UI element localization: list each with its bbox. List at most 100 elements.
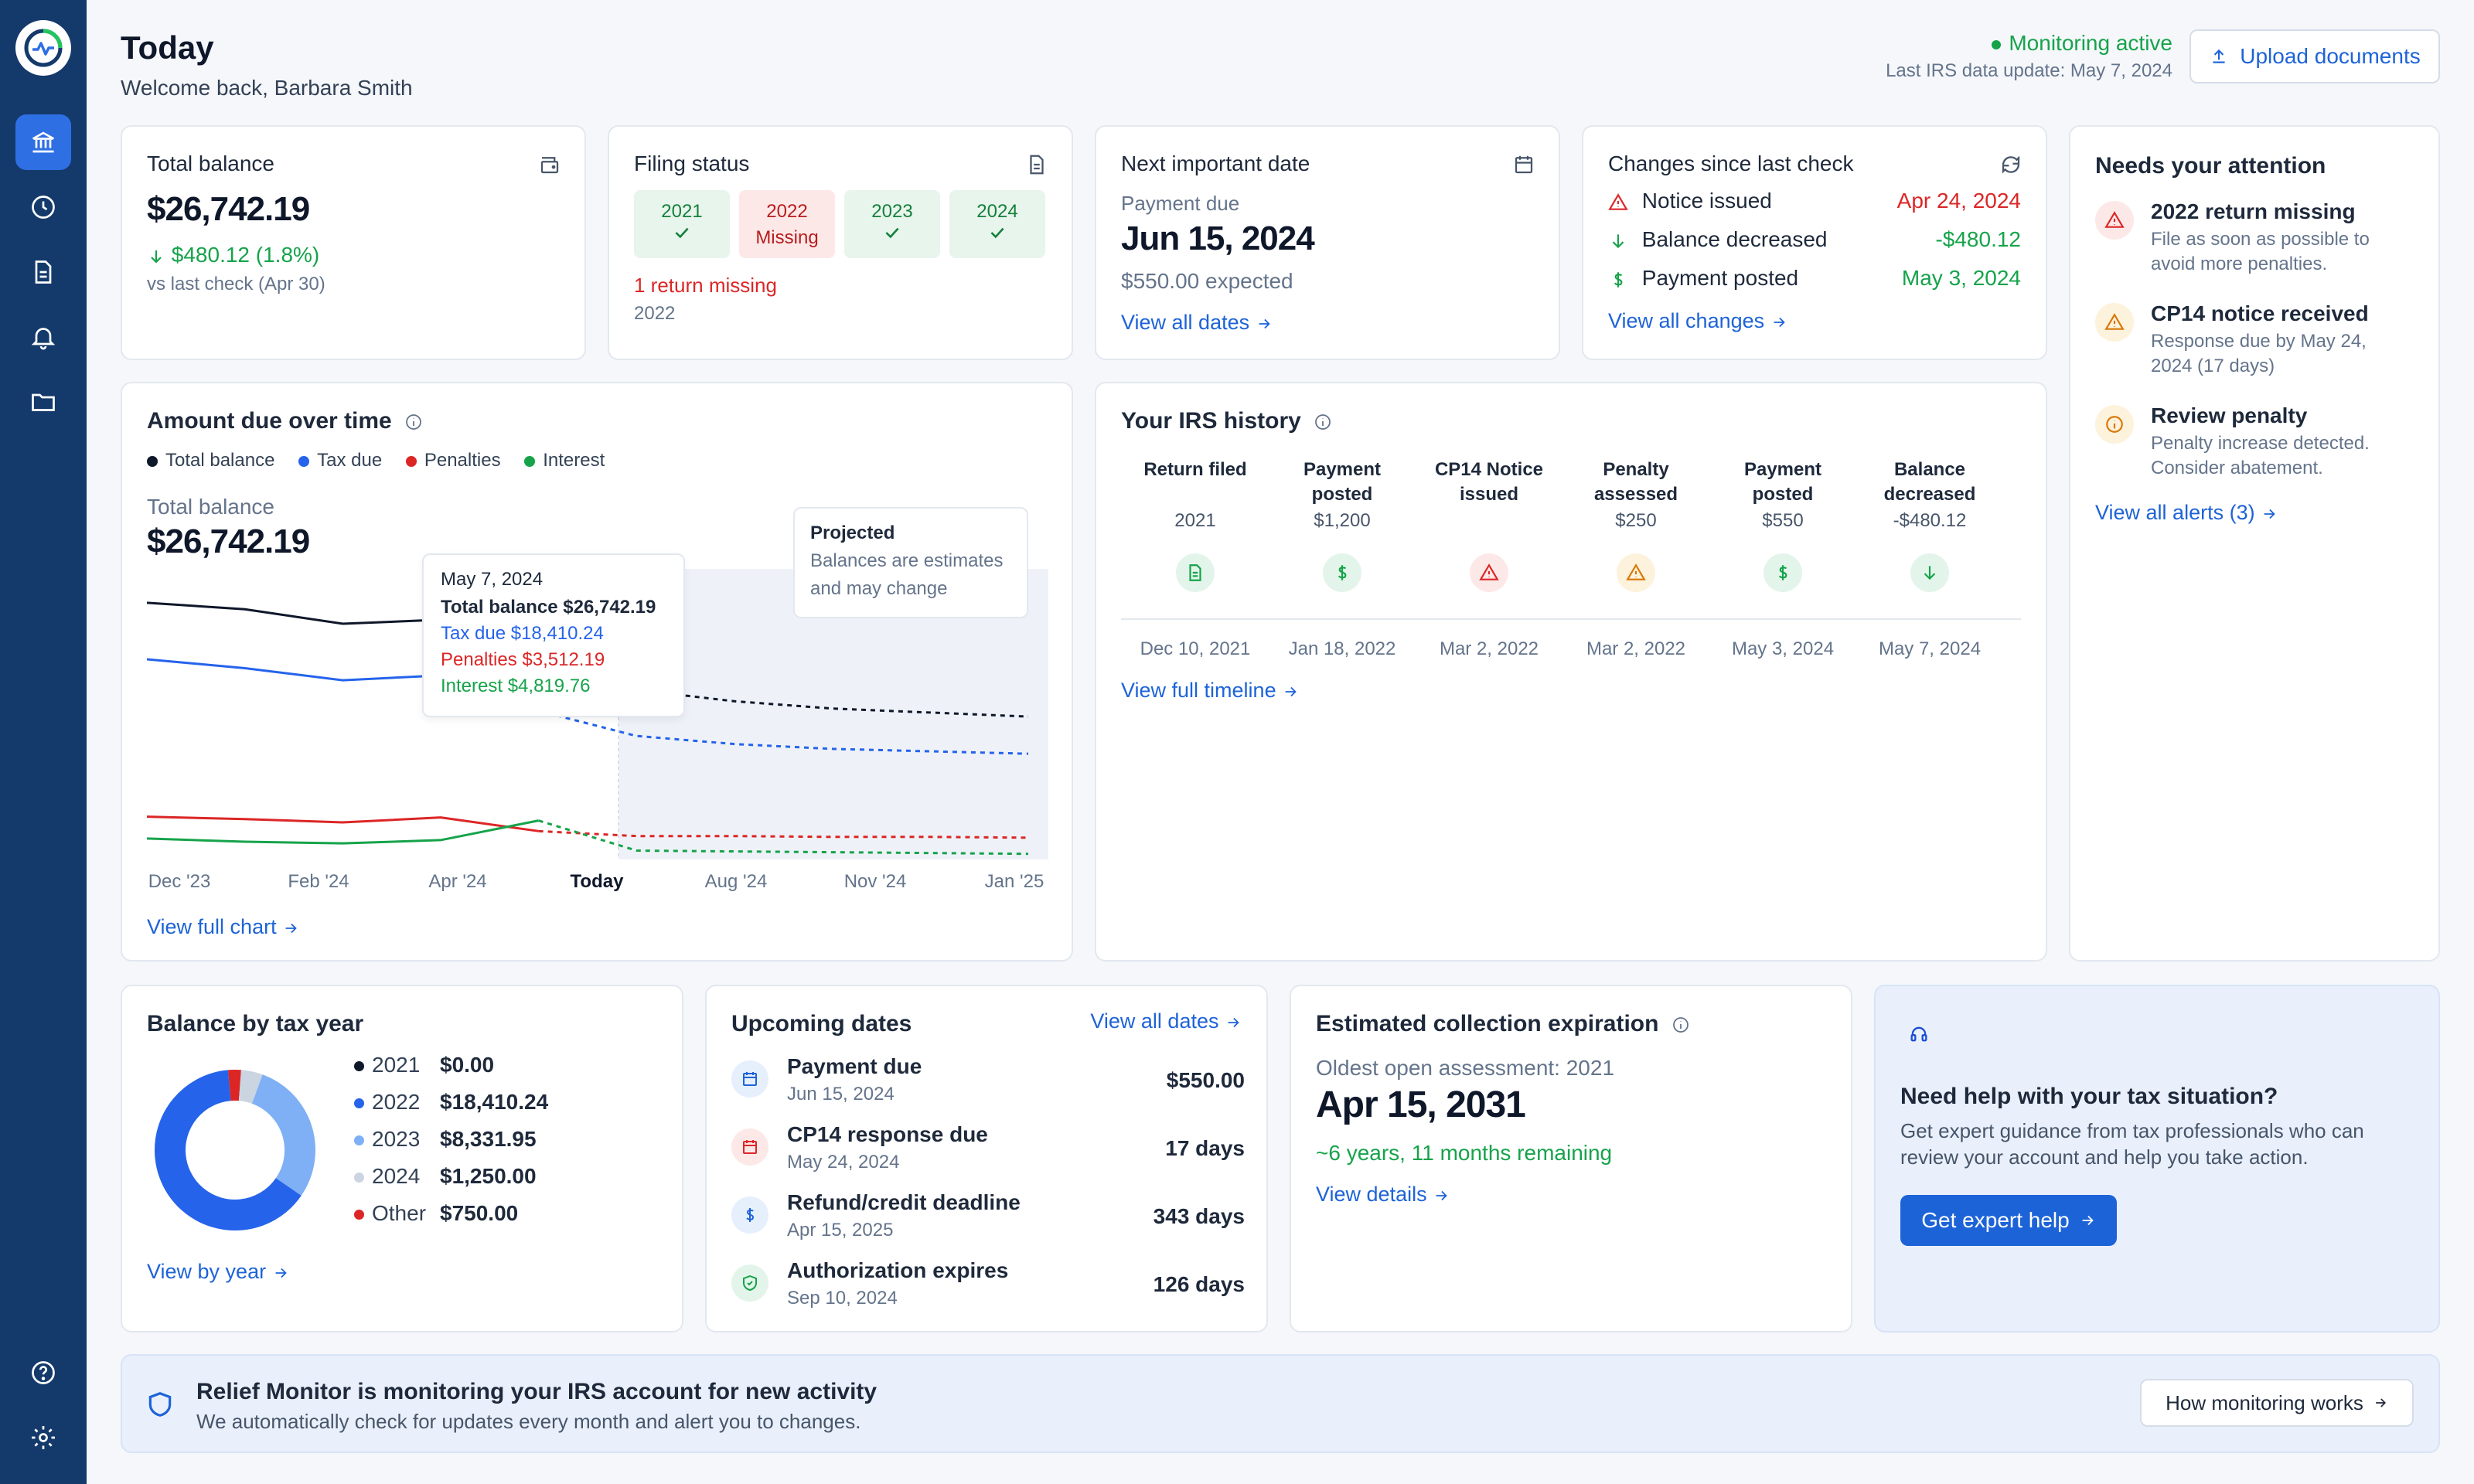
- view-all-dates-link[interactable]: View all dates: [1121, 311, 1273, 335]
- balance-year-row[interactable]: 2022 $18,410.24: [354, 1090, 548, 1115]
- change-label: Notice issued: [1641, 189, 1772, 213]
- year-label: 2024: [372, 1164, 421, 1188]
- history-event[interactable]: Payment posted $550 May 3, 2024: [1709, 458, 1856, 660]
- alert-title[interactable]: 2022 return missing: [2151, 199, 2356, 223]
- total-balance-card: Total balance $26,742.19 $480.12 (1.8%) …: [121, 125, 586, 360]
- info-icon[interactable]: [1671, 1016, 1690, 1034]
- legend-item[interactable]: Tax due: [298, 450, 382, 471]
- nav-help[interactable]: [15, 1345, 71, 1401]
- history-event-name: Penalty assessed: [1562, 458, 1709, 507]
- year-label: Other: [372, 1201, 427, 1225]
- get-expert-help-button[interactable]: Get expert help: [1900, 1195, 2117, 1246]
- view-full-chart-link[interactable]: View full chart: [147, 915, 299, 939]
- document-icon: [1030, 155, 1044, 175]
- view-details-link[interactable]: View details: [1316, 1183, 1450, 1207]
- x-tick-label: Feb '24: [288, 871, 349, 892]
- folder-icon: [32, 393, 55, 411]
- view-all-alerts-label: View all alerts (3): [2095, 501, 2255, 524]
- upcoming-item[interactable]: Payment due Jun 15, 2024 $550.00: [731, 1054, 1245, 1110]
- balance-year-row[interactable]: 2023 $8,331.95: [354, 1127, 537, 1152]
- upcoming-value: 126 days: [1153, 1272, 1245, 1296]
- nav-alerts[interactable]: [15, 309, 71, 365]
- page-title: Today: [121, 29, 214, 66]
- nav-accounts[interactable]: [15, 114, 71, 170]
- arrow-down-icon: [1924, 566, 1936, 580]
- how-monitoring-works-button[interactable]: How monitoring works: [2140, 1379, 2414, 1427]
- view-all-changes-link[interactable]: View all changes: [1608, 309, 1787, 333]
- upcoming-date: Jun 15, 2024: [787, 1084, 895, 1104]
- history-event-marker: [1910, 553, 1949, 592]
- legend-item[interactable]: Penalties: [405, 450, 501, 471]
- donut-chart[interactable]: [150, 1065, 320, 1235]
- view-by-year-link[interactable]: View by year: [147, 1260, 289, 1284]
- alert-title[interactable]: Review penalty: [2151, 403, 2308, 427]
- upcoming-item[interactable]: Refund/credit deadline Apr 15, 2025 343 da…: [731, 1190, 1245, 1246]
- history-event[interactable]: Return filed 2021 Dec 10, 2021: [1122, 458, 1269, 660]
- monitoring-banner: Relief Monitor is monitoring your IRS ac…: [121, 1354, 2440, 1453]
- filing-year-2022[interactable]: 2022 Missing: [739, 190, 835, 258]
- info-icon[interactable]: [404, 413, 423, 431]
- x-tick-label: Aug '24: [705, 871, 768, 892]
- history-event[interactable]: CP14 Notice issued Mar 2, 2022: [1416, 458, 1562, 660]
- filing-year-2024[interactable]: 2024: [949, 190, 1045, 258]
- view-full-timeline-link[interactable]: View full timeline: [1121, 679, 1299, 703]
- event-name-line: Payment: [1743, 459, 1822, 480]
- nav-settings[interactable]: [15, 1410, 71, 1465]
- arrow-right-icon: [275, 1268, 287, 1278]
- history-event-marker: [1470, 553, 1508, 592]
- balance-year-row[interactable]: 2021 $0.00: [354, 1053, 494, 1077]
- legend-item[interactable]: Interest: [524, 450, 605, 471]
- balance-since: vs last check (Apr 30): [147, 274, 325, 294]
- arrow-right-icon: [1259, 318, 1270, 329]
- dollar-icon: [1614, 271, 1623, 288]
- series-projected-line-2: [538, 829, 1029, 839]
- balance-change-value: $480.12 (1.8%): [171, 243, 320, 267]
- alert-title[interactable]: CP14 notice received: [2151, 301, 2369, 325]
- view-full-timeline-label: View full timeline: [1121, 679, 1276, 702]
- upcoming-view-all-link[interactable]: View all dates: [1090, 1009, 1242, 1033]
- alert-desc: 2024 (17 days): [2151, 356, 2275, 376]
- donut-slice-2023[interactable]: [155, 1070, 315, 1230]
- upload-documents-button[interactable]: Upload documents: [2189, 29, 2440, 83]
- history-event[interactable]: Payment posted $1,200 Jan 18, 2022: [1269, 458, 1416, 660]
- nav-history[interactable]: [15, 179, 71, 235]
- upcoming-title-text: Refund/credit deadline: [787, 1190, 1021, 1214]
- nav-files[interactable]: [15, 374, 71, 430]
- projected-title: Projected: [810, 522, 895, 543]
- info-icon: [2106, 416, 2123, 433]
- upcoming-title-text: CP14 response due: [787, 1122, 988, 1146]
- legend-item[interactable]: Total balance: [147, 450, 274, 471]
- history-event[interactable]: Penalty assessed $250 Mar 2, 2022: [1562, 458, 1709, 660]
- series-line-2: [147, 815, 539, 832]
- donut-slice-2022[interactable]: [155, 1070, 315, 1230]
- alert-icon-wrap: [2095, 405, 2134, 444]
- nav-documents[interactable]: [15, 244, 71, 300]
- app-logo[interactable]: [15, 20, 71, 76]
- upcoming-value: 343 days: [1153, 1204, 1245, 1228]
- balance-year-row[interactable]: 2024 $1,250.00: [354, 1164, 537, 1189]
- refresh-icon[interactable]: [1999, 153, 2022, 176]
- filing-year-label: 2022: [766, 201, 808, 222]
- next-date-label: Payment due: [1121, 192, 1240, 215]
- info-icon[interactable]: [1314, 413, 1332, 431]
- next-date-value: Jun 15, 2024: [1121, 220, 1315, 257]
- get-expert-help-label: Get expert help: [1921, 1208, 2070, 1232]
- alert-desc: Penalty increase detected.: [2151, 433, 2370, 454]
- history-event-name: Balance decreased: [1856, 458, 2003, 507]
- filing-year-2021[interactable]: 2021: [634, 190, 730, 258]
- expiration-card: Estimated collection expiration Oldest o…: [1290, 985, 1852, 1333]
- upcoming-item[interactable]: CP14 response due May 24, 2024 17 days: [731, 1122, 1245, 1178]
- upcoming-item[interactable]: Authorization expires Sep 10, 2024 126 day…: [731, 1258, 1245, 1314]
- balance-change: $480.12 (1.8%): [147, 243, 319, 267]
- check-icon: [675, 227, 689, 239]
- filing-year-2023[interactable]: 2023: [844, 190, 940, 258]
- filing-status-card: Filing status 2021 2022 Missing 2023 202…: [608, 125, 1073, 360]
- event-name-line: Payment: [1303, 459, 1382, 480]
- legend-dot: [147, 455, 158, 467]
- view-all-alerts-link[interactable]: View all alerts (3): [2095, 501, 2278, 525]
- warning-icon: [1626, 563, 1646, 580]
- upcoming-title-text: Authorization expires: [787, 1258, 1009, 1282]
- calendar-icon: [743, 1072, 757, 1086]
- history-event[interactable]: Balance decreased -$480.12 May 7, 2024: [1856, 458, 2003, 660]
- balance-year-row[interactable]: Other $750.00: [354, 1201, 518, 1226]
